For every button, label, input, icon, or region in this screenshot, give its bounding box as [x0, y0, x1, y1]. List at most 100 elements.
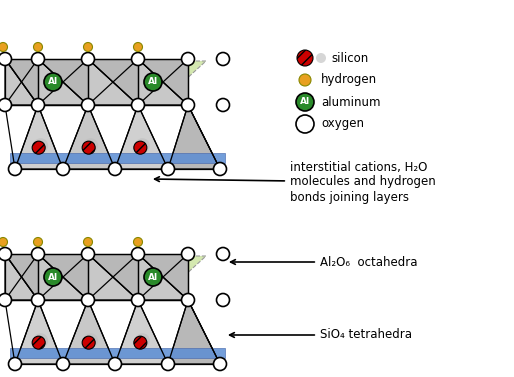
Polygon shape — [138, 254, 188, 300]
Polygon shape — [115, 300, 168, 364]
Circle shape — [9, 357, 22, 371]
Polygon shape — [5, 59, 188, 105]
Circle shape — [161, 162, 174, 176]
Polygon shape — [88, 59, 138, 105]
Circle shape — [134, 141, 147, 154]
Text: oxygen: oxygen — [321, 118, 364, 130]
Circle shape — [57, 357, 69, 371]
Circle shape — [134, 238, 142, 247]
Polygon shape — [34, 256, 106, 298]
Polygon shape — [5, 59, 38, 105]
Polygon shape — [5, 59, 38, 105]
Circle shape — [316, 53, 326, 63]
Circle shape — [32, 141, 45, 154]
Circle shape — [181, 294, 194, 307]
Circle shape — [0, 238, 8, 247]
Circle shape — [33, 238, 43, 247]
Circle shape — [31, 247, 45, 261]
Circle shape — [82, 98, 95, 112]
Circle shape — [0, 247, 11, 261]
Circle shape — [144, 73, 162, 91]
Circle shape — [216, 294, 229, 307]
Circle shape — [216, 52, 229, 66]
Circle shape — [83, 333, 98, 348]
Circle shape — [83, 43, 93, 52]
Circle shape — [33, 333, 48, 348]
Circle shape — [213, 162, 227, 176]
Text: Al: Al — [48, 273, 58, 282]
Polygon shape — [38, 254, 88, 300]
Polygon shape — [38, 254, 88, 300]
Circle shape — [132, 98, 144, 112]
Polygon shape — [134, 61, 206, 103]
Circle shape — [0, 52, 11, 66]
Circle shape — [132, 52, 144, 66]
Polygon shape — [5, 254, 38, 300]
Polygon shape — [168, 105, 220, 169]
Polygon shape — [5, 254, 188, 300]
Circle shape — [181, 52, 194, 66]
Circle shape — [299, 74, 311, 86]
Polygon shape — [63, 105, 115, 169]
Circle shape — [144, 268, 162, 286]
Polygon shape — [38, 59, 88, 105]
Circle shape — [31, 294, 45, 307]
Circle shape — [83, 138, 98, 153]
Text: Al₂O₆  octahedra: Al₂O₆ octahedra — [231, 256, 417, 268]
Polygon shape — [15, 300, 63, 364]
Polygon shape — [15, 105, 63, 169]
Polygon shape — [10, 348, 225, 358]
Polygon shape — [138, 59, 188, 105]
Polygon shape — [88, 59, 138, 105]
Circle shape — [296, 115, 314, 133]
Circle shape — [216, 98, 229, 112]
Circle shape — [82, 294, 95, 307]
Circle shape — [33, 138, 48, 153]
Polygon shape — [88, 254, 138, 300]
Polygon shape — [38, 59, 88, 105]
Polygon shape — [138, 59, 188, 105]
Circle shape — [32, 336, 45, 349]
Polygon shape — [88, 254, 138, 300]
Circle shape — [108, 357, 121, 371]
Circle shape — [82, 336, 95, 349]
Circle shape — [132, 247, 144, 261]
Circle shape — [181, 247, 194, 261]
Circle shape — [44, 73, 62, 91]
Circle shape — [213, 357, 227, 371]
Circle shape — [181, 98, 194, 112]
Circle shape — [33, 43, 43, 52]
Circle shape — [134, 336, 147, 349]
Circle shape — [82, 141, 95, 154]
Text: interstitial cations, H₂O
molecules and hydrogen
bonds joining layers: interstitial cations, H₂O molecules and … — [155, 161, 436, 204]
Polygon shape — [115, 105, 168, 169]
Text: silicon: silicon — [331, 52, 368, 64]
Circle shape — [31, 98, 45, 112]
Circle shape — [0, 43, 8, 52]
Circle shape — [132, 294, 144, 307]
Text: Al: Al — [300, 98, 310, 106]
Circle shape — [134, 43, 142, 52]
Polygon shape — [168, 300, 220, 364]
Circle shape — [0, 98, 11, 112]
Polygon shape — [5, 254, 38, 300]
Polygon shape — [134, 256, 206, 298]
Text: Al: Al — [48, 78, 58, 86]
Circle shape — [135, 333, 150, 348]
Circle shape — [135, 138, 150, 153]
Circle shape — [9, 162, 22, 176]
Polygon shape — [34, 61, 106, 103]
Circle shape — [216, 247, 229, 261]
Circle shape — [44, 268, 62, 286]
Text: hydrogen: hydrogen — [321, 74, 377, 86]
Circle shape — [161, 357, 174, 371]
Text: Al: Al — [148, 78, 158, 86]
Circle shape — [82, 52, 95, 66]
Circle shape — [83, 238, 93, 247]
Circle shape — [82, 247, 95, 261]
Polygon shape — [138, 254, 188, 300]
Circle shape — [108, 162, 121, 176]
Text: SiO₄ tetrahedra: SiO₄ tetrahedra — [230, 328, 412, 342]
Circle shape — [57, 162, 69, 176]
Circle shape — [297, 50, 313, 66]
